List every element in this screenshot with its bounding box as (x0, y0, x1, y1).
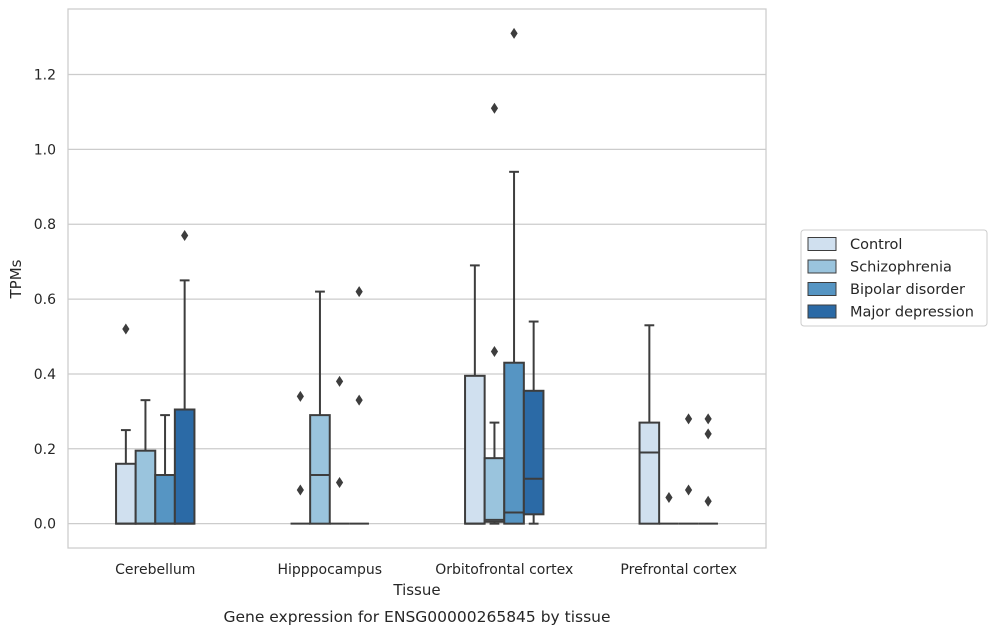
legend-label: Bipolar disorder (850, 282, 965, 298)
box-group (483, 102, 506, 525)
outlier-point (122, 323, 130, 335)
box-iqr (503, 361, 525, 525)
legend-label: Schizophrenia (850, 260, 952, 276)
outlier-point (510, 27, 518, 39)
outlier-point (296, 390, 304, 402)
outlier-point (296, 484, 304, 496)
legend-frame (800, 229, 988, 327)
outlier-point (490, 102, 499, 114)
box-group (638, 324, 661, 525)
box-group (522, 320, 545, 525)
y-tick-label: 0.4 (34, 367, 56, 383)
outlier-point (665, 491, 673, 503)
x-tick-label: Prefrontal cortex (620, 562, 737, 578)
box-group (173, 229, 196, 525)
box-group (659, 491, 679, 525)
y-tick-label: 1.0 (34, 142, 56, 158)
legend-swatch (807, 282, 837, 296)
x-axis-label: Tissue (392, 581, 440, 599)
y-tick-label: 0.0 (34, 517, 56, 533)
box-iqr (638, 421, 661, 525)
box-group (678, 413, 699, 525)
outlier-point (335, 476, 344, 488)
box-iqr (154, 474, 176, 525)
x-tick-label: Orbitofrontal cortex (435, 562, 573, 578)
outlier-point (490, 345, 499, 357)
legend: Control Schizophrenia Bipolar disorder Majo… (800, 229, 988, 327)
outlier-point (704, 495, 712, 507)
plot-frame (67, 8, 767, 549)
x-tick-label: Hipppocampus (277, 562, 382, 578)
box-group (349, 286, 369, 525)
box-iqr (134, 449, 157, 525)
box-iqr (483, 457, 506, 523)
outlier-point (355, 286, 363, 298)
y-tick-label: 0.2 (34, 442, 56, 458)
box-group (329, 375, 350, 525)
x-tick-label: Cerebellum (115, 562, 195, 578)
outlier-point (335, 375, 344, 387)
y-tick-label: 1.2 (34, 68, 56, 84)
legend-label: Control (850, 237, 902, 253)
box-iqr (173, 408, 196, 525)
outlier-point (684, 484, 693, 496)
y-tick-label: 0.6 (34, 292, 56, 308)
y-tick-labels: 0.0 0.2 0.4 0.6 0.8 1.0 1.2 (34, 68, 56, 533)
x-tick-labels: Cerebellum Hipppocampus Orbitofrontal cort… (115, 562, 737, 578)
box-iqr (464, 374, 486, 525)
box-iqr (309, 414, 331, 525)
box-iqr (115, 462, 137, 525)
outlier-point (181, 229, 189, 241)
box-group (698, 413, 718, 525)
legend-swatch (807, 304, 837, 319)
legend-swatch (807, 259, 837, 274)
outlier-point (684, 413, 693, 425)
plot-background (68, 9, 766, 548)
boxes-layer (115, 27, 718, 525)
legend-swatch (807, 237, 837, 251)
y-axis-label: TPMs (7, 259, 25, 299)
outlier-point (704, 413, 712, 425)
chart-caption: Gene expression for ENSG00000265845 by t… (223, 608, 610, 626)
box-group (309, 290, 331, 525)
outlier-point (355, 394, 363, 406)
box-group (464, 264, 486, 525)
legend-label: Major depression (850, 305, 974, 321)
box-group (290, 390, 311, 525)
box-iqr (522, 389, 545, 516)
outlier-point (704, 428, 712, 440)
y-tick-label: 0.8 (34, 217, 56, 233)
